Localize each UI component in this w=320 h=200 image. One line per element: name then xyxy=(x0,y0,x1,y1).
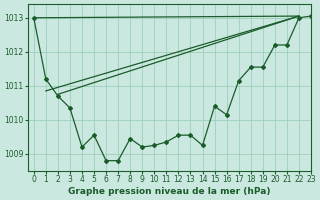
X-axis label: Graphe pression niveau de la mer (hPa): Graphe pression niveau de la mer (hPa) xyxy=(68,187,271,196)
